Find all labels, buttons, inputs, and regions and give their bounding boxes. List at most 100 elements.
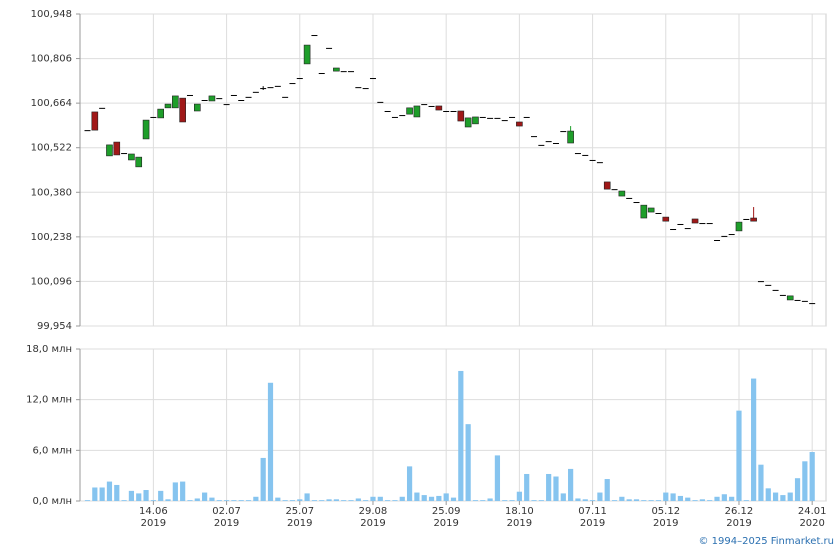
volume-bar [494, 455, 501, 501]
candle-body [633, 202, 640, 204]
volume-bar [99, 487, 105, 501]
candle-body [369, 78, 376, 80]
candle-body [501, 120, 508, 122]
candle-body [230, 94, 237, 96]
candle-body [384, 110, 391, 112]
candle-body [333, 67, 340, 72]
volume-bar [611, 500, 618, 501]
x-tick-label: 07.11 2019 [578, 506, 607, 529]
volume-bar [428, 496, 435, 501]
volume-bar [370, 496, 376, 501]
y-tick-label: 100,380 [31, 187, 72, 198]
candle-body [765, 284, 772, 286]
candle-body [208, 95, 216, 102]
volume-bar [326, 499, 332, 501]
volume-bar [421, 495, 427, 501]
candle-body [377, 101, 384, 103]
volume-bar [348, 500, 354, 501]
volume-bar [363, 500, 369, 501]
volume-bar [641, 500, 647, 501]
candle-body [567, 130, 574, 144]
volume-bar [531, 500, 537, 501]
candle-body [216, 98, 223, 100]
volume-bar [355, 498, 361, 501]
volume-bar [245, 500, 252, 501]
volume-bar [194, 498, 200, 501]
y-tick-label: 100,096 [31, 276, 72, 287]
volume-bar [663, 492, 669, 501]
candle-body [472, 116, 479, 125]
candle-body [457, 110, 465, 122]
candle-body [267, 87, 274, 89]
volume-bar [143, 490, 149, 501]
volume-bar [509, 500, 515, 501]
volume-bar [399, 496, 405, 501]
volume-bar [341, 500, 347, 501]
volume-bar [677, 495, 684, 501]
x-tick-label: 26.12 2019 [724, 506, 754, 529]
volume-bar [333, 499, 339, 501]
candle-body [479, 116, 486, 118]
volume-bar [465, 424, 471, 501]
volume-bar [685, 497, 691, 501]
volume-bar [443, 493, 449, 501]
candle-body [223, 104, 230, 106]
candle-body [113, 141, 121, 156]
candle-body [691, 218, 699, 224]
candle-body [779, 294, 786, 296]
volume-bar [597, 492, 603, 501]
volume-bar [282, 500, 288, 501]
volume-bar [165, 499, 171, 501]
candle-body [245, 96, 252, 98]
candle-body [670, 229, 677, 231]
y-tick-label: 0,0 млн [32, 496, 72, 507]
volume-bar [150, 500, 156, 501]
candle-body [560, 131, 567, 133]
volume-bar [758, 464, 764, 501]
volume-bar [729, 496, 735, 501]
y-tick-label: 99,954 [37, 321, 72, 332]
candle-body [603, 181, 611, 190]
candle-body [435, 105, 443, 111]
candle-body [464, 117, 472, 128]
candle-body [647, 207, 655, 213]
volume-bar [216, 500, 222, 501]
volume-bar [84, 500, 91, 501]
candle-body [348, 71, 355, 73]
candle-body [677, 223, 684, 225]
candle-body [523, 116, 530, 118]
volume-bar [487, 498, 493, 501]
volume-bar [377, 496, 383, 501]
volume-bar [604, 479, 610, 501]
candle-body [494, 117, 501, 119]
candle-body [611, 189, 618, 191]
candle-body [362, 88, 369, 90]
candle-body [150, 116, 157, 118]
candle-body [516, 121, 523, 127]
candle-body [750, 217, 757, 222]
volume-bar [648, 500, 654, 501]
candle-body [809, 303, 816, 305]
volume-bar [319, 500, 325, 501]
volume-bar [436, 495, 442, 501]
candle-body [391, 116, 398, 118]
volume-bar [546, 473, 552, 501]
candle-body [121, 153, 128, 155]
candle-body [801, 300, 808, 302]
volume-bar [128, 490, 135, 501]
y-tick-label: 100,948 [31, 9, 72, 20]
volume-bar [780, 495, 786, 501]
candle-body [296, 78, 303, 80]
volume-bar [121, 500, 127, 501]
volume-bar [480, 500, 486, 501]
volume-bar [311, 500, 318, 501]
candle-body [735, 221, 743, 232]
volume-bar [751, 378, 757, 501]
volume-bar [538, 500, 544, 501]
volume-bar [392, 500, 398, 501]
volume-bar [502, 500, 508, 501]
volume-bar [765, 488, 771, 501]
volume-bar [92, 487, 98, 501]
candle-body [311, 35, 318, 37]
volume-bar [707, 500, 713, 501]
